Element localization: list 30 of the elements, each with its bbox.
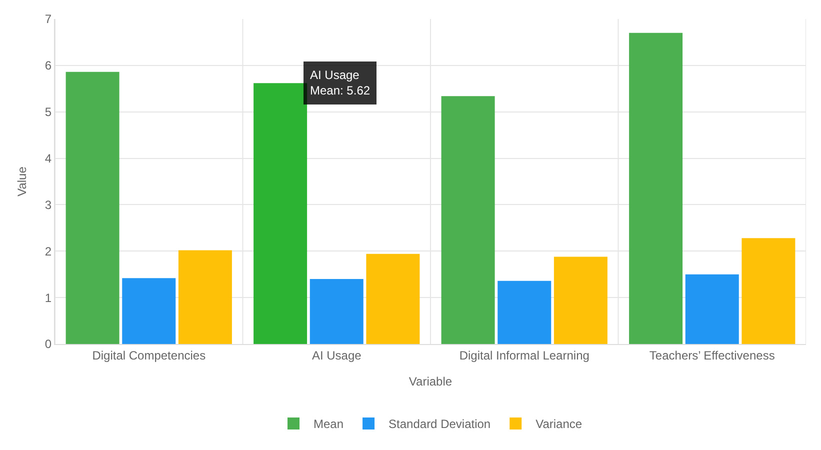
- y-tick-label: 4: [44, 151, 52, 166]
- y-tick-label: 1: [44, 290, 52, 305]
- bar: [66, 72, 120, 344]
- y-tick-label: 6: [44, 58, 52, 73]
- x-tick-label: AI Usage: [312, 348, 362, 362]
- y-tick-label: 3: [44, 198, 52, 212]
- x-tick-label: Digital Informal Learning: [459, 348, 590, 362]
- x-axis-title: Variable: [408, 374, 452, 388]
- y-tick-label: 0: [44, 337, 52, 352]
- y-axis-title: Value: [15, 166, 30, 196]
- y-tick-label: 2: [44, 244, 52, 258]
- bar: [366, 254, 420, 344]
- bar: [498, 280, 552, 344]
- bar: [742, 238, 796, 344]
- bar: [122, 278, 176, 344]
- annotation: AI Usage Mean: 5.62: [310, 68, 370, 98]
- x-tick-label: Digital Competencies: [92, 348, 206, 362]
- x-tick-label: Teachers’ Effectiveness: [649, 348, 775, 362]
- bar: [310, 279, 364, 344]
- y-tick-label: 5: [44, 105, 52, 120]
- bar: [629, 32, 683, 344]
- legend-label: Variance: [536, 417, 582, 432]
- bar: [554, 256, 608, 344]
- legend-label: Mean: [314, 417, 344, 432]
- bar: [178, 250, 232, 344]
- y-tick-label: 7: [44, 12, 52, 26]
- bar: [254, 83, 308, 344]
- legend-label: Standard Deviation: [388, 417, 491, 432]
- bar: [441, 96, 495, 344]
- bar: [685, 274, 739, 344]
